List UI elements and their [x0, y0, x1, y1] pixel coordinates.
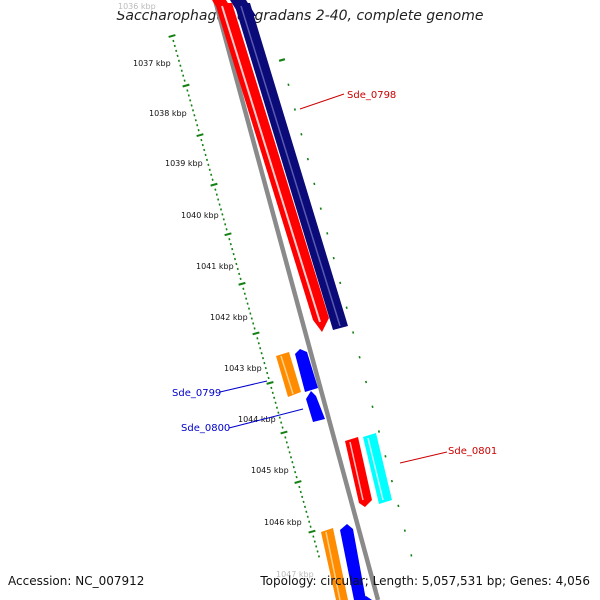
gene-label-sde-0801[interactable]: Sde_0801 — [448, 446, 497, 457]
callout-line-sde-0798 — [299, 93, 345, 110]
gene-bar-orange-0799 — [276, 352, 301, 397]
scale-label: 1038 kbp — [149, 109, 187, 118]
gene-bar-blue-0800 — [306, 391, 325, 422]
gene-bar-orange-bottom-highlight — [325, 531, 341, 600]
partial-scale-label-top: 1036 kbp — [118, 2, 156, 11]
partial-scale-label-top-box — [117, 0, 165, 11]
scale-label: 1045 kbp — [251, 466, 289, 475]
gene-label-sde-0800[interactable]: Sde_0800 — [181, 423, 230, 434]
gene-bar-cyan-0801 — [363, 433, 392, 504]
scale-labels: 1037 kbp 1038 kbp 1039 kbp 1040 kbp 1041… — [133, 59, 302, 527]
gene-bar-blue-bottom — [340, 524, 366, 600]
scale-major-tick — [168, 34, 176, 38]
gene-bar-red-0801-highlight — [349, 441, 364, 501]
scale-major-tick — [308, 529, 316, 534]
gene-bar-cyan-0801-highlight — [367, 437, 384, 501]
scale-major-tick — [266, 381, 274, 385]
topology-text: Topology: circular; Length: 5,057,531 bp… — [260, 574, 590, 588]
gene-label-sde-0799[interactable]: Sde_0799 — [172, 388, 221, 399]
scale-track-left — [168, 34, 321, 558]
scale-label: 1046 kbp — [264, 518, 302, 527]
scale-major-tick — [210, 182, 218, 187]
scale-label: 1040 kbp — [181, 211, 219, 220]
genome-backbone — [212, 0, 381, 600]
scale-label: 1042 kbp — [210, 313, 248, 322]
scale-major-tick — [280, 430, 288, 435]
scale-label: 1044 kbp — [238, 415, 276, 424]
scale-major-tick — [196, 133, 204, 138]
gene-bar-orange-bottom — [321, 528, 348, 600]
scale-major-tick — [224, 232, 232, 237]
scale-label: 1041 kbp — [196, 262, 234, 271]
scale-major-tick — [278, 58, 286, 62]
callout-line-sde-0799 — [219, 380, 268, 393]
scale-major-tick — [238, 281, 246, 286]
genome-title: Saccharophagus degradans 2-40, complete … — [116, 8, 484, 24]
scale-label: 1039 kbp — [165, 159, 203, 168]
gene-label-sde-0798[interactable]: Sde_0798 — [347, 90, 396, 101]
gene-bar-blue-0799 — [295, 349, 318, 392]
accession-text: Accession: NC_007912 — [8, 574, 145, 588]
gene-bar-orange-0799-highlight — [280, 355, 294, 395]
gene-bar-blue-bottom-tip — [360, 596, 372, 600]
scale-major-tick — [252, 331, 260, 336]
scale-label: 1043 kbp — [224, 364, 262, 373]
partial-scale-label-bottom: 1047 kbp — [276, 570, 314, 579]
scale-major-tick — [294, 480, 302, 484]
gene-bar-red-long-highlight — [221, 5, 321, 323]
scale-label: 1037 kbp — [133, 59, 171, 68]
scale-track-right — [278, 58, 413, 557]
callout-line-sde-0801 — [399, 451, 448, 464]
gene-bar-red-0801 — [345, 437, 372, 507]
callout-line-sde-0800 — [228, 408, 304, 429]
gene-bar-navy-long-highlight — [240, 5, 341, 327]
scale-major-tick — [182, 83, 190, 88]
